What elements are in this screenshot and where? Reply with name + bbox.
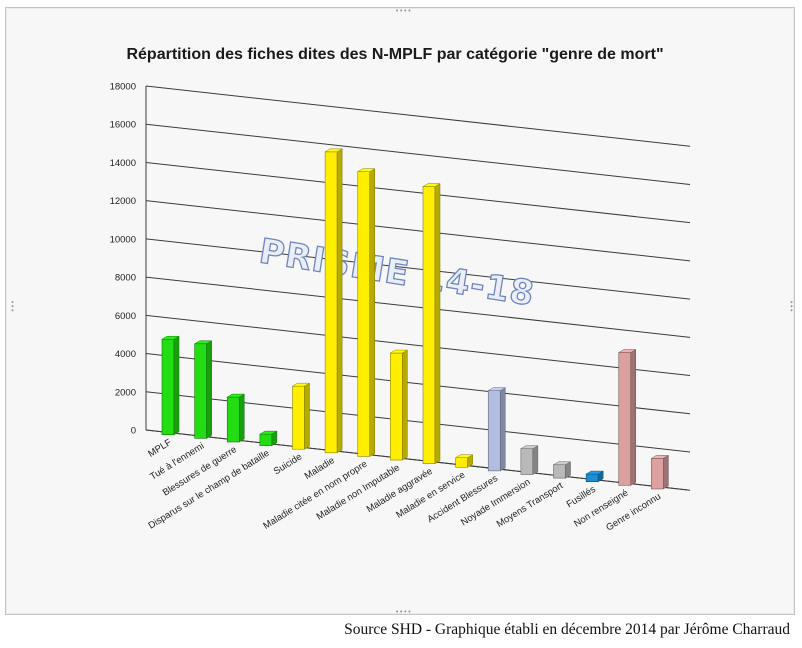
x-category-label: MPLF bbox=[146, 437, 173, 460]
source-caption: Source SHD - Graphique établi en décembr… bbox=[344, 621, 790, 638]
bar-top bbox=[454, 454, 474, 458]
bar-side bbox=[630, 349, 636, 486]
y-tick-label: 14000 bbox=[110, 158, 136, 169]
bar-front bbox=[161, 338, 175, 436]
bar-side bbox=[304, 382, 310, 450]
bar-top bbox=[161, 335, 180, 340]
y-tick-label: 8000 bbox=[115, 273, 136, 284]
bar-top bbox=[356, 168, 376, 172]
bar-side bbox=[173, 335, 180, 436]
bar-front bbox=[390, 352, 403, 461]
bar[interactable] bbox=[324, 148, 344, 454]
gridline bbox=[145, 161, 691, 224]
bar-front bbox=[292, 385, 305, 450]
bar-top bbox=[617, 349, 637, 353]
bar-top bbox=[552, 461, 572, 465]
chart-frame bbox=[5, 7, 795, 615]
bar-front bbox=[651, 458, 664, 490]
bar-front bbox=[553, 464, 566, 479]
bar-front bbox=[226, 396, 240, 443]
gridline bbox=[145, 200, 691, 262]
y-tick-label: 10000 bbox=[110, 234, 136, 245]
bar-front bbox=[487, 390, 501, 472]
resize-handle-top[interactable]: •••• bbox=[395, 7, 412, 15]
gridline bbox=[145, 238, 691, 300]
y-tick-label: 18000 bbox=[110, 82, 136, 93]
bar-side bbox=[336, 148, 343, 454]
bar-side bbox=[369, 168, 375, 457]
bar[interactable] bbox=[487, 387, 507, 472]
gridline bbox=[145, 85, 691, 147]
bar-front bbox=[259, 433, 273, 446]
watermark: PRISME 14-18 bbox=[257, 231, 538, 314]
bar[interactable] bbox=[519, 445, 539, 475]
y-tick-label: 12000 bbox=[110, 196, 136, 207]
bar-top bbox=[487, 387, 507, 391]
bar-side bbox=[239, 393, 245, 443]
bar[interactable] bbox=[389, 349, 409, 461]
resize-handle-left[interactable]: ••• bbox=[8, 300, 16, 313]
bar[interactable] bbox=[585, 470, 605, 483]
bar-front bbox=[585, 473, 599, 483]
y-tick-label: 4000 bbox=[115, 349, 136, 360]
x-category-label: Moyens Transport bbox=[495, 480, 566, 530]
bar-top bbox=[585, 470, 605, 475]
y-tick-label: 16000 bbox=[110, 120, 136, 131]
chart-title: Répartition des fiches dites des N-MPLF … bbox=[126, 46, 663, 63]
resize-handle-bottom[interactable]: •••• bbox=[395, 608, 412, 616]
bar-top bbox=[422, 183, 441, 187]
bar-top bbox=[650, 455, 670, 459]
bar[interactable] bbox=[552, 461, 572, 479]
bar[interactable] bbox=[193, 340, 213, 439]
resize-handle-right[interactable]: ••• bbox=[787, 300, 795, 313]
bar[interactable] bbox=[650, 454, 670, 490]
bar-top bbox=[519, 445, 539, 449]
bar[interactable] bbox=[422, 183, 441, 465]
bar-front bbox=[324, 151, 338, 454]
bar-front bbox=[422, 186, 436, 464]
bar-front bbox=[357, 171, 371, 457]
bar-side bbox=[532, 445, 539, 475]
bar-front bbox=[618, 352, 632, 486]
gridline bbox=[145, 314, 691, 377]
bar-front bbox=[520, 448, 534, 475]
bar-top bbox=[324, 148, 344, 153]
bar-side bbox=[434, 183, 441, 465]
bar-side bbox=[206, 340, 212, 439]
bar-side bbox=[663, 454, 669, 490]
y-tick-label: 6000 bbox=[115, 311, 136, 322]
x-category-label: Suicide bbox=[272, 451, 304, 477]
bar-top bbox=[193, 340, 213, 345]
bar[interactable] bbox=[258, 430, 278, 447]
bar-top bbox=[258, 430, 278, 435]
bar[interactable] bbox=[617, 349, 637, 486]
bar-side bbox=[402, 349, 408, 461]
bar-front bbox=[455, 457, 468, 468]
bar[interactable] bbox=[454, 454, 474, 468]
bar-front bbox=[194, 343, 207, 439]
y-tick-label: 0 bbox=[131, 426, 136, 437]
gridline bbox=[145, 353, 691, 415]
bar[interactable] bbox=[291, 382, 311, 450]
bar[interactable] bbox=[161, 335, 180, 436]
bar-top bbox=[291, 382, 311, 387]
gridline bbox=[145, 276, 691, 338]
bar-side bbox=[500, 387, 506, 472]
bar[interactable] bbox=[226, 393, 246, 443]
gridline bbox=[145, 123, 691, 185]
y-tick-label: 2000 bbox=[115, 387, 136, 398]
bar-top bbox=[226, 393, 246, 398]
bar-top bbox=[389, 349, 409, 354]
bar[interactable] bbox=[356, 168, 376, 457]
